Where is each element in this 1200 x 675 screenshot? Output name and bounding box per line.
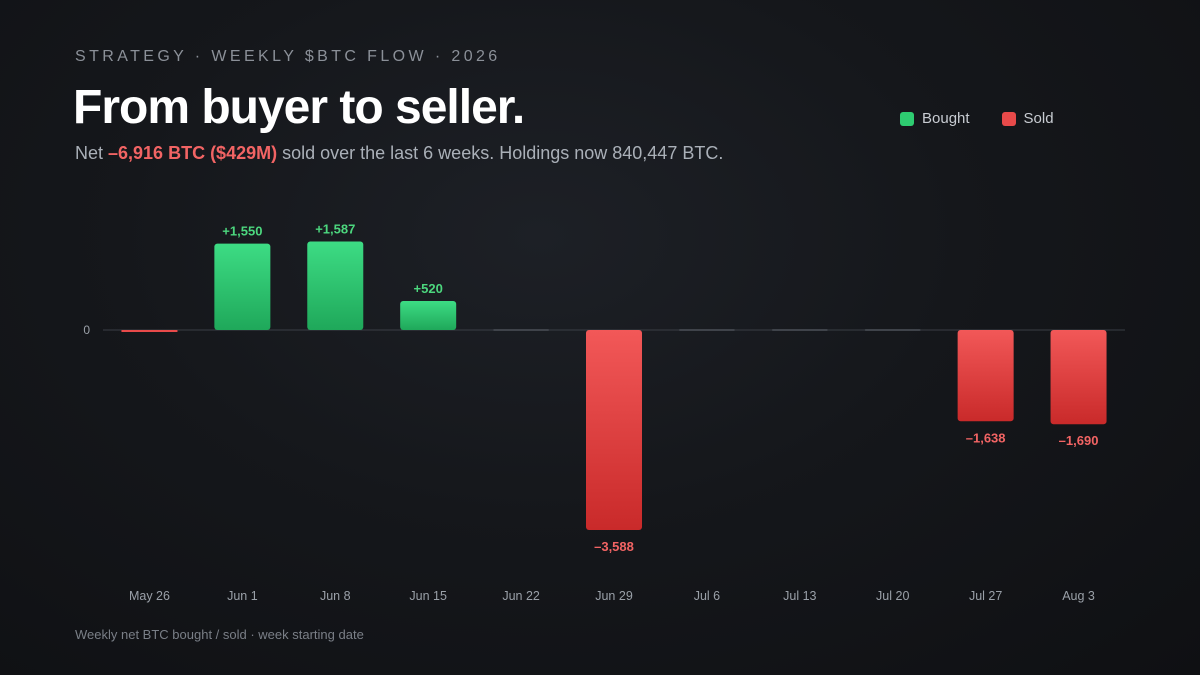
- bar-sold: [1050, 330, 1107, 425]
- subtitle-highlight: –6,916 BTC ($429M): [108, 143, 278, 163]
- x-tick-label: Jul 27: [969, 589, 1002, 603]
- legend-swatch-bought: [900, 111, 914, 126]
- data-label-bought: +1,587: [315, 222, 355, 237]
- legend-item-bought: Bought: [900, 110, 970, 127]
- bar-bought: [307, 241, 364, 330]
- data-label-sold: –1,638: [966, 430, 1006, 445]
- bar-bought: [214, 243, 271, 330]
- bar-sold: [586, 330, 642, 530]
- chart-footnote: Weekly net BTC bought / sold · week star…: [75, 627, 364, 642]
- legend-label-bought: Bought: [922, 110, 970, 127]
- legend-item-sold: Sold: [1001, 110, 1054, 127]
- x-tick-label: Jun 29: [595, 589, 633, 603]
- data-label-bought: +520: [414, 281, 443, 296]
- x-tick-label: Aug 3: [1062, 589, 1095, 603]
- data-label-bought: +1,550: [222, 224, 262, 239]
- legend-label-sold: Sold: [1023, 110, 1054, 127]
- chart-legend: Bought Sold: [900, 110, 1054, 127]
- x-tick-label: May 26: [129, 589, 170, 603]
- bar-zero: [493, 329, 550, 331]
- bar-zero: [678, 329, 735, 331]
- bar-sold: [121, 330, 178, 332]
- x-tick-label: Jun 1: [227, 589, 258, 603]
- x-tick-label: Jul 20: [876, 589, 909, 603]
- data-label-sold: –1,690: [1059, 433, 1099, 448]
- bar-bought: [400, 301, 457, 330]
- bar-zero: [771, 329, 828, 331]
- bar-zero: [864, 329, 921, 331]
- legend-swatch-sold: [1001, 111, 1016, 126]
- x-tick-label: Jun 15: [409, 589, 447, 603]
- bar-sold: [957, 330, 1014, 422]
- chart-subtitle: Net –6,916 BTC ($429M) sold over the las…: [75, 143, 723, 164]
- x-tick-label: Jul 6: [694, 589, 720, 603]
- data-label-sold: –3,588: [594, 539, 634, 554]
- chart-title: From buyer to seller.: [73, 81, 525, 134]
- x-tick-label: Jun 8: [320, 589, 351, 603]
- y-tick-label: 0: [83, 323, 90, 337]
- x-tick-label: Jun 22: [502, 589, 540, 603]
- subtitle-prefix: Net: [75, 143, 109, 163]
- chart-kicker: STRATEGY · WEEKLY $BTC FLOW · 2026: [75, 48, 501, 65]
- subtitle-suffix: sold over the last 6 weeks. Holdings now…: [277, 143, 724, 163]
- x-tick-label: Jul 13: [783, 589, 816, 603]
